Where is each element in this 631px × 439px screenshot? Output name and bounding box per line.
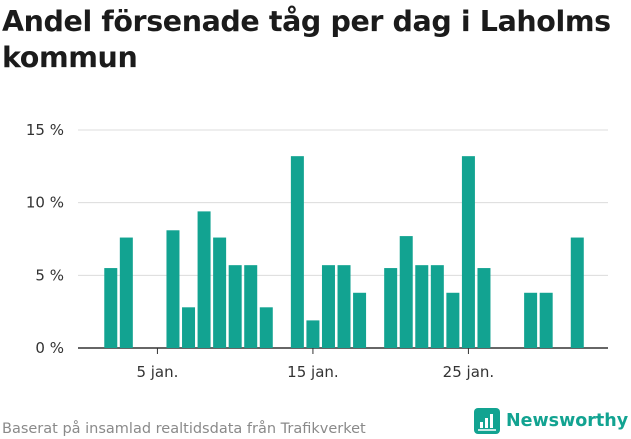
bar: [182, 307, 196, 348]
bar: [197, 211, 211, 348]
bar: [570, 237, 584, 348]
bar: [321, 265, 335, 348]
y-tick-label: 5 %: [35, 266, 64, 284]
x-tick-label: 5 jan.: [136, 363, 178, 381]
x-tick-label: 15 jan.: [287, 363, 339, 381]
chart-title: Andel försenade tåg per dag i Laholms ko…: [2, 5, 611, 74]
bar: [430, 265, 444, 348]
bar: [477, 268, 491, 348]
bar: [119, 237, 133, 348]
bar: [244, 265, 258, 348]
bar: [290, 156, 304, 348]
bar: [213, 237, 227, 348]
newsworthy-logo: Newsworthy: [474, 408, 628, 434]
bar-chart-logo-icon: [474, 408, 500, 434]
bar: [399, 236, 413, 348]
bar: [259, 307, 273, 348]
brand-name: Newsworthy: [506, 411, 629, 431]
bar: [166, 230, 180, 348]
bar: [353, 292, 367, 348]
x-tick-label: 25 jan.: [443, 363, 495, 381]
bar: [446, 292, 460, 348]
bars: [104, 156, 584, 348]
bar: [415, 265, 429, 348]
bar: [539, 292, 553, 348]
bar: [461, 156, 475, 348]
bar: [524, 292, 538, 348]
source-note: Baserat på insamlad realtidsdata från Tr…: [2, 421, 366, 437]
bar: [306, 320, 320, 348]
bar: [384, 268, 398, 348]
bar: [104, 268, 118, 348]
y-tick-label: 0 %: [35, 339, 64, 357]
bar: [228, 265, 242, 348]
y-tick-label: 15 %: [26, 121, 64, 139]
bar: [337, 265, 351, 348]
y-axis-ticks: 0 % 5 % 10 % 15 %: [26, 121, 64, 357]
x-axis-ticks: 5 jan. 15 jan. 25 jan.: [136, 348, 494, 381]
y-tick-label: 10 %: [26, 194, 64, 212]
